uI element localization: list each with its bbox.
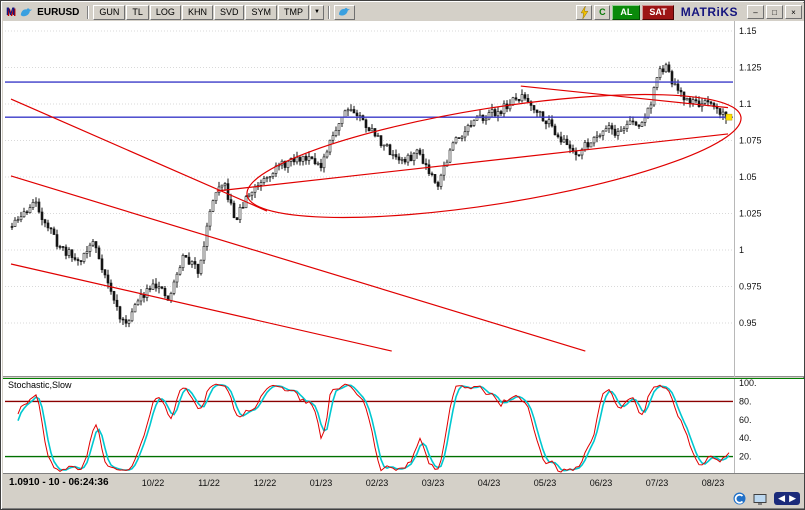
x-axis-label: 05/23: [533, 478, 557, 488]
stoch-level-lines: [5, 400, 733, 458]
x-axis-label: 07/23: [645, 478, 669, 488]
toolbar-button-gun[interactable]: GUN: [93, 4, 126, 20]
toolbar-separator: [87, 5, 90, 19]
stochastic-canvas[interactable]: 100. 80. 60. 40. 20.: [3, 378, 804, 473]
svg-text:1: 1: [739, 245, 744, 255]
stoch-d-line: [17, 384, 730, 472]
timeframe-dropdown[interactable]: ▼: [309, 4, 324, 20]
svg-text:1.125: 1.125: [739, 63, 762, 73]
sell-button[interactable]: SAT: [642, 4, 674, 20]
matriks-swirl-icon[interactable]: [733, 492, 746, 509]
bottom-strip: ◀ ▶: [3, 491, 804, 508]
svg-text:80.: 80.: [739, 396, 752, 406]
scroll-left-button[interactable]: ◀: [778, 493, 786, 503]
quote-readout: 1.0910 - 10 - 06:24:36: [9, 477, 109, 488]
x-axis-label: 06/23: [589, 478, 613, 488]
candles: [10, 61, 731, 328]
toolbar-right-group: C AL SAT MATRiKS – □ ×: [576, 4, 804, 20]
ellipse-drawing[interactable]: [240, 69, 749, 242]
indicator-label: Stochastic,Slow: [8, 380, 72, 390]
status-bar: 1.0910 - 10 - 06:24:36 10/22 11/22 12/22 01…: [3, 473, 804, 491]
stoch-axis-labels: 100. 80. 60. 40. 20.: [739, 378, 757, 462]
svg-text:0.975: 0.975: [739, 282, 762, 292]
svg-text:1.15: 1.15: [739, 26, 757, 36]
scroll-right-button[interactable]: ▶: [789, 493, 796, 503]
monitor-icon[interactable]: [753, 493, 767, 509]
toolbar: M EURUSD GUN TL LOG KHN SVD SYM TMP ▼ C AL SAT…: [3, 3, 804, 21]
grid-lines: [5, 30, 733, 324]
price-chart-canvas[interactable]: 1.15 1.125 1.1 1.075 1.05 1.025 1 0.975 0.95: [3, 21, 804, 377]
x-axis-label: 04/23: [477, 478, 501, 488]
buy-button[interactable]: AL: [612, 4, 641, 20]
svg-text:1.025: 1.025: [739, 209, 762, 219]
twitter-bird-icon: [20, 6, 33, 18]
toolbar-separator: [327, 5, 330, 19]
toolbar-button-svd[interactable]: SVD: [213, 4, 245, 20]
stochastic-panel[interactable]: Stochastic,Slow 100. 80. 60. 40. 20.: [3, 378, 804, 473]
minimize-button[interactable]: –: [747, 5, 764, 19]
x-axis-label: 10/22: [141, 478, 165, 488]
x-axis-label: 01/23: [309, 478, 333, 488]
toolbar-button-tl[interactable]: TL: [126, 4, 149, 20]
toolbar-button-sym[interactable]: SYM: [245, 4, 277, 20]
toolbar-button-tmp[interactable]: TMP: [277, 4, 309, 20]
svg-text:0.95: 0.95: [739, 318, 757, 328]
price-chart[interactable]: 1.15 1.125 1.1 1.075 1.05 1.025 1 0.975 0.95: [3, 21, 804, 377]
symbol-label: EURUSD: [37, 6, 80, 18]
x-axis-label: 03/23: [421, 478, 445, 488]
matriks-m-logo: M: [6, 6, 16, 18]
toolbar-button-khn[interactable]: KHN: [181, 4, 213, 20]
price-axis-labels: 1.15 1.125 1.1 1.075 1.05 1.025 1 0.975 0.95: [739, 26, 762, 328]
svg-text:1.075: 1.075: [739, 136, 762, 146]
svg-text:100.: 100.: [739, 379, 757, 388]
toolbar-button-group: GUN TL LOG KHN SVD SYM TMP: [93, 4, 309, 20]
x-axis-label: 12/22: [253, 478, 277, 488]
support-resistance-lines[interactable]: [5, 81, 733, 118]
c-tool-button[interactable]: C: [594, 4, 611, 20]
x-axis-label: 11/22: [198, 478, 220, 488]
toolbar-button-log[interactable]: LOG: [149, 4, 181, 20]
svg-text:1.05: 1.05: [739, 172, 757, 182]
svg-text:1.1: 1.1: [739, 99, 752, 109]
lightning-alert-button[interactable]: [576, 4, 593, 20]
x-axis-label: 08/23: [701, 478, 725, 488]
maximize-button[interactable]: □: [766, 5, 783, 19]
twitter-share-button[interactable]: [333, 4, 355, 20]
last-price-marker: [725, 113, 733, 121]
stoch-k-line: [17, 383, 730, 473]
svg-text:60.: 60.: [739, 415, 752, 425]
matriks-brand-logo: MATRiKS: [680, 5, 738, 19]
svg-text:20.: 20.: [739, 452, 752, 462]
trendline-drawings[interactable]: [10, 85, 729, 352]
x-axis-label: 02/23: [365, 478, 389, 488]
chart-nav-buttons: ◀ ▶: [774, 492, 800, 505]
close-button[interactable]: ×: [785, 5, 802, 19]
svg-text:40.: 40.: [739, 433, 752, 443]
